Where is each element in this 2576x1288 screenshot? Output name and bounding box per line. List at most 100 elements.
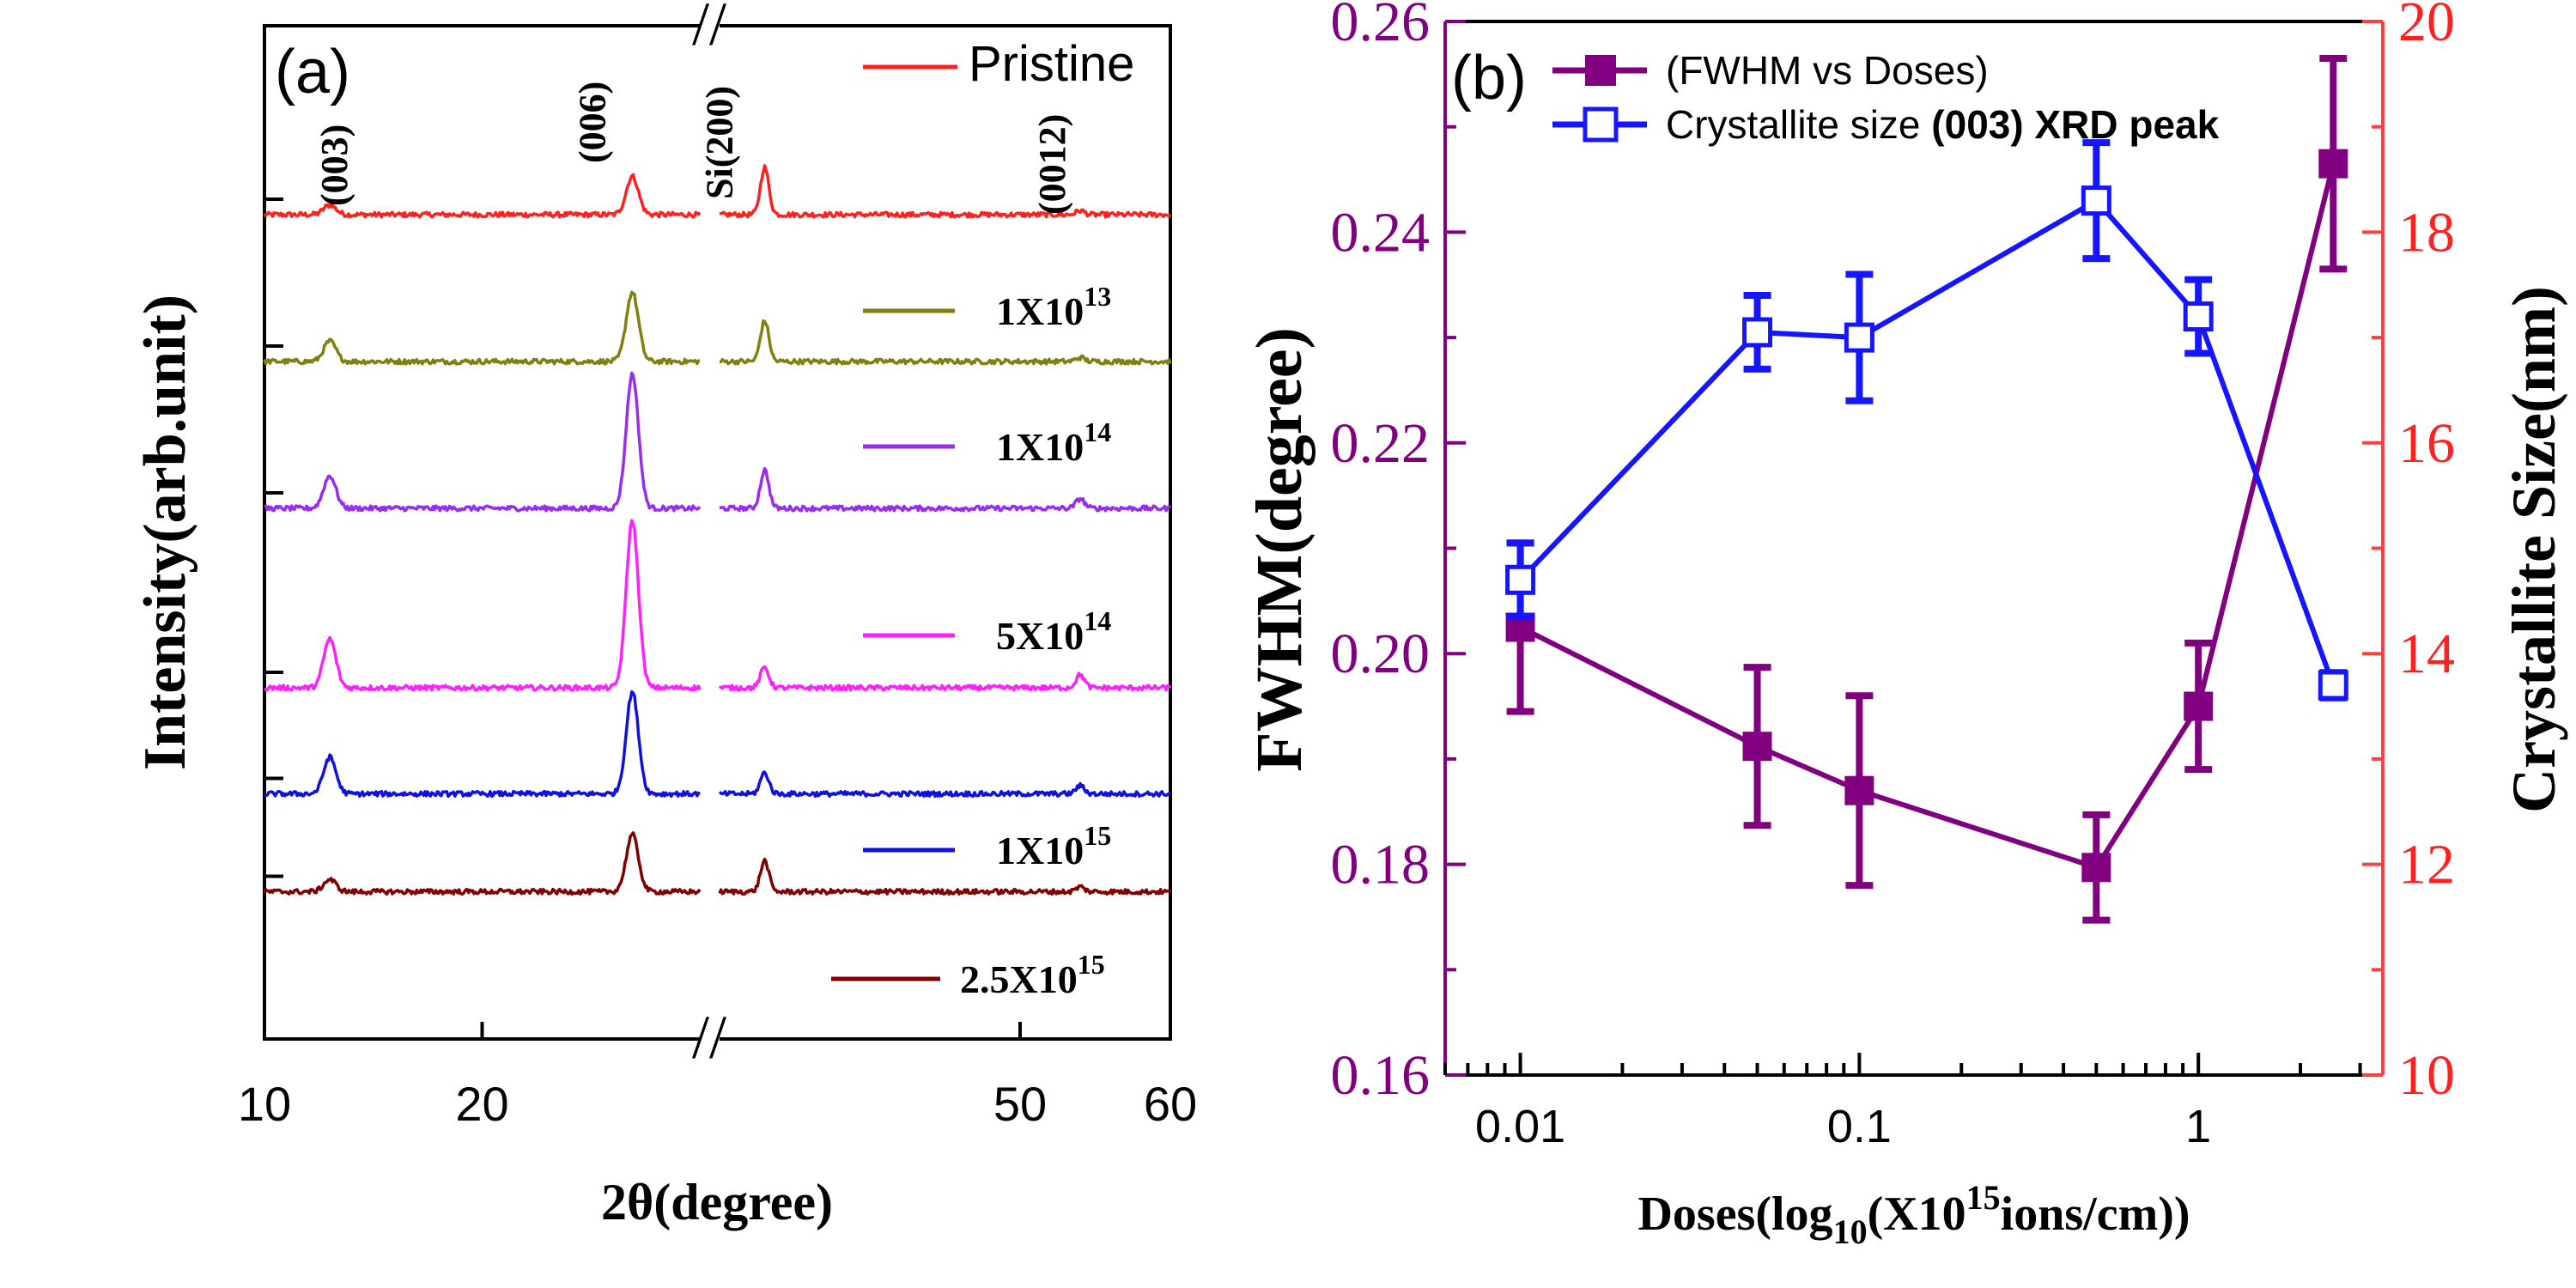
panel-a-peak-labels: (003) (006) Si(200) (0012) (313, 82, 1073, 215)
xrd-trace-4-segment-0 (264, 690, 702, 799)
panel-a-y-axis-label: Intensity(arb.unit) (132, 295, 198, 770)
xrd-trace-1-segment-0 (263, 290, 701, 366)
panel-b-left-y-axis-label: FWHM(degree) (1243, 327, 1315, 772)
series-crystallite (1505, 139, 2348, 702)
x-tick-label-b-1: 0.1 (1827, 1101, 1892, 1152)
axis-break-mark-bottom: // (692, 1003, 726, 1072)
panel-a-xrd-patterns: (a) (003) (006) Si(200) (0012) Pristine 1X10… (132, 0, 1197, 1230)
data-point-crystallite-4 (2183, 301, 2214, 332)
series-fwhm (1505, 54, 2348, 924)
data-point-crystallite-5 (2318, 670, 2348, 701)
x-tick-label-a-1: 20 (455, 1077, 508, 1131)
panel-b-series (1505, 54, 2348, 924)
axis-break-gap-bottom (700, 1029, 720, 1049)
legend-text-crystallite-plain: Crystallite size (1666, 102, 1931, 147)
panel-a-traces (263, 164, 1172, 896)
y-tick-label-right-1: 12 (2398, 834, 2455, 896)
legend-a-text-2: 1X1014 (996, 416, 1111, 469)
x-tick-label-a-3: 60 (1144, 1077, 1197, 1131)
xrd-trace-3-segment-1 (719, 665, 1172, 692)
y-tick-label-left-0: 0.16 (1331, 1044, 1431, 1107)
xrd-trace-5-segment-0 (263, 831, 702, 896)
legend-item-crystallite: Crystallite size (003) XRD peak (1552, 102, 2220, 147)
series-line-0 (1519, 162, 2336, 871)
x-tick-label-a-2: 50 (993, 1077, 1047, 1131)
legend-a-text-base-3: 5X10 (996, 614, 1084, 658)
xrd-trace-2-segment-1 (719, 466, 1172, 513)
xlabel-sup: 15 (1966, 1178, 2001, 1217)
axis-break-gap-top (700, 17, 720, 36)
x-tick-label-b-2: 1 (2185, 1101, 2211, 1152)
legend-text-crystallite: Crystallite size (003) XRD peak (1666, 102, 2220, 147)
legend-a-text-base-1: 1X10 (996, 289, 1084, 333)
data-point-crystallite-3 (2081, 185, 2111, 216)
xrd-trace-1-segment-1 (719, 319, 1172, 366)
xlabel-sub: 10 (1833, 1212, 1868, 1251)
xrd-trace-4-segment-1 (718, 770, 1171, 799)
data-point-fwhm-4 (2184, 691, 2214, 721)
legend-a-text-exp-1: 13 (1084, 281, 1111, 312)
x-tick-label-b-0: 0.01 (1475, 1101, 1565, 1152)
panel-a-x-axis-label: 2θ(degree) (601, 1174, 833, 1230)
xlabel-mid: (X10 (1868, 1188, 1966, 1241)
legend-a-text-3: 5X1014 (996, 605, 1111, 658)
peak-label-2: Si(200) (699, 86, 741, 199)
y-tick-label-right-3: 16 (2398, 412, 2455, 475)
y-tick-label-left-3: 0.22 (1331, 412, 1431, 475)
y-tick-label-left-4: 0.24 (1331, 201, 1431, 264)
legend-marker-fwhm (1585, 55, 1616, 86)
panel-a-axes: // // 10 20 50 60 (238, 0, 1197, 1131)
data-point-crystallite-0 (1505, 564, 1536, 595)
panel-b-axes: 0.16 0.18 0.20 0.22 0.24 0.26 10 12 14 16 18 20 0.01… (1331, 0, 2456, 1152)
y-tick-label-right-4: 18 (2398, 201, 2455, 264)
panel-b-legend: (FWHM vs Doses) Crystallite size (003) X… (1552, 48, 2220, 147)
legend-a-item-1: 1X1013 (863, 281, 1111, 333)
y-tick-label-left-5: 0.26 (1331, 0, 1431, 53)
legend-text-fwhm: (FWHM vs Doses) (1666, 48, 1989, 93)
legend-a-text-exp-3: 14 (1084, 605, 1111, 636)
legend-a-text-base-4: 1X10 (996, 829, 1084, 872)
peak-label-0: (003) (313, 125, 355, 206)
legend-a-item-4: 1X1015 (863, 820, 1111, 872)
y-tick-label-right-5: 20 (2398, 0, 2455, 53)
legend-a-text-base-0: Pristine (969, 36, 1134, 92)
y-tick-label-left-1: 0.18 (1331, 834, 1431, 896)
data-point-crystallite-2 (1844, 322, 1874, 353)
xrd-trace-0-segment-0 (263, 173, 702, 219)
xrd-trace-5-segment-1 (718, 857, 1172, 896)
legend-a-text-4: 1X1015 (996, 820, 1111, 872)
xrd-trace-0-segment-1 (719, 164, 1172, 219)
legend-a-text-base-2: 1X10 (996, 425, 1084, 469)
data-point-fwhm-2 (1844, 775, 1874, 805)
axis-break-mark-top: // (692, 0, 726, 58)
y-tick-label-left-2: 0.20 (1331, 623, 1431, 685)
data-point-crystallite-1 (1742, 317, 1773, 348)
legend-a-item-5: 2.5X1015 (831, 949, 1105, 1001)
y-tick-label-right-0: 10 (2398, 1044, 2455, 1107)
legend-a-text-exp-4: 15 (1084, 820, 1111, 851)
panel-b-fwhm-crystallite: (b) 0.16 0.18 0.20 0.22 0.24 0.26 10 12 14 16 18 20… (1243, 0, 2568, 1251)
legend-a-item-3: 5X1014 (863, 605, 1111, 658)
legend-a-item-0: Pristine (863, 36, 1134, 92)
legend-a-text-5: 2.5X1015 (960, 949, 1105, 1001)
xrd-trace-3-segment-0 (264, 519, 702, 692)
peak-label-1: (006) (571, 82, 613, 163)
data-point-fwhm-5 (2318, 149, 2348, 179)
legend-text-crystallite-bold: (003) XRD peak (1931, 102, 2219, 147)
legend-marker-crystallite (1583, 106, 1619, 143)
x-tick-label-a-0: 10 (238, 1077, 291, 1131)
legend-a-text-0: Pristine (969, 36, 1134, 92)
panel-b-right-y-axis-label: Crystallite Size(nm) (2500, 286, 2568, 813)
panel-b-label: (b) (1451, 44, 1527, 112)
xrd-trace-2-segment-0 (264, 371, 702, 513)
series-line-1 (1518, 197, 2336, 687)
legend-a-item-2: 1X1014 (863, 416, 1111, 469)
legend-a-text-base-5: 2.5X10 (960, 957, 1078, 1001)
data-point-fwhm-3 (2081, 853, 2111, 883)
legend-a-text-exp-5: 15 (1078, 949, 1105, 980)
peak-label-3: (0012) (1031, 114, 1073, 215)
data-point-fwhm-1 (1742, 732, 1772, 762)
legend-a-text-exp-2: 14 (1084, 416, 1111, 447)
